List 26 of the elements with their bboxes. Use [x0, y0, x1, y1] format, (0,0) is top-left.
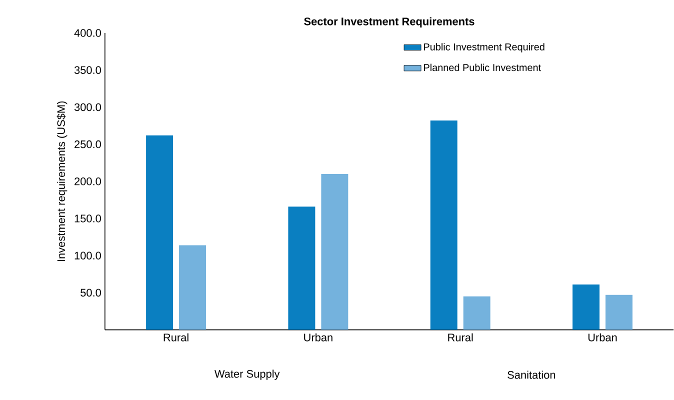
x-tick-label: Rural [164, 333, 188, 342]
y-tick-label: 200.0 [74, 178, 101, 186]
y-tick-label: 250.0 [74, 140, 101, 148]
text: Sanitation [508, 370, 556, 379]
legend-label: Planned Public Investment [424, 64, 542, 72]
x-tick-label: Urban [588, 333, 617, 342]
bar [321, 174, 348, 330]
bar [146, 136, 174, 330]
bar [572, 284, 600, 330]
x-tick-label: Rural [448, 333, 473, 342]
bar [288, 206, 316, 330]
bar [606, 295, 632, 330]
bar [430, 120, 458, 330]
y-tick-label: 300.0 [74, 103, 101, 112]
y-tick-label: 100.0 [74, 252, 101, 260]
x-tick-label: Urban [304, 333, 332, 342]
chart-title: Sector Investment Requirements [304, 17, 474, 28]
text: Water Supply [214, 370, 280, 380]
y-tick-label: 400.0 [74, 29, 101, 37]
y-axis-title: Investment requirements (US$M) [56, 102, 68, 262]
y-tick-label: 150.0 [74, 214, 101, 222]
legend-label: Public Investment Required [424, 43, 544, 52]
y-tick-label: 50.0 [80, 288, 101, 297]
y-tick-label: 350.0 [74, 66, 101, 74]
bar [179, 245, 206, 330]
bar [463, 296, 490, 330]
